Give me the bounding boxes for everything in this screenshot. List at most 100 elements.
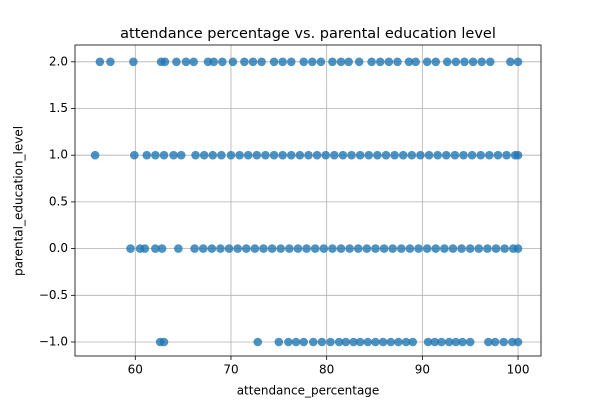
point xyxy=(198,244,208,253)
point xyxy=(485,57,495,67)
point xyxy=(393,57,402,67)
point xyxy=(261,150,270,160)
point xyxy=(416,150,425,160)
point xyxy=(278,57,287,67)
point xyxy=(299,57,308,67)
point xyxy=(345,244,354,253)
point xyxy=(241,244,251,253)
point xyxy=(422,57,432,67)
point xyxy=(302,244,311,253)
point xyxy=(500,244,509,253)
point xyxy=(476,150,486,160)
point xyxy=(458,337,467,347)
point xyxy=(367,57,376,67)
point xyxy=(190,244,199,253)
point xyxy=(408,337,418,347)
x-tick-label: 100 xyxy=(507,363,530,377)
point xyxy=(502,150,511,160)
point xyxy=(235,150,244,160)
point xyxy=(442,57,452,67)
x-axis-label: attendance_percentage xyxy=(237,384,380,398)
point xyxy=(440,244,449,253)
point xyxy=(176,150,186,160)
x-tick-label: 70 xyxy=(223,363,238,377)
point xyxy=(106,57,115,67)
point xyxy=(349,337,358,347)
point xyxy=(444,337,454,347)
y-tick-label: 1.0 xyxy=(49,148,68,162)
point xyxy=(248,57,258,67)
point xyxy=(269,57,279,67)
point xyxy=(378,337,388,347)
point xyxy=(142,150,152,160)
point xyxy=(284,337,293,347)
y-tick-label: 1.5 xyxy=(49,101,68,115)
point xyxy=(250,244,260,253)
point xyxy=(465,244,475,253)
point xyxy=(336,244,346,253)
point xyxy=(354,57,364,67)
point xyxy=(286,150,296,160)
point xyxy=(274,337,284,347)
point xyxy=(328,57,337,67)
point xyxy=(468,57,478,67)
point xyxy=(278,150,287,160)
point xyxy=(384,57,394,67)
point xyxy=(341,337,351,347)
point xyxy=(448,244,458,253)
point xyxy=(316,57,326,67)
point xyxy=(465,337,475,347)
point xyxy=(390,150,399,160)
point xyxy=(172,57,181,67)
y-tick-label: −1.0 xyxy=(39,334,68,348)
point xyxy=(474,244,484,253)
point xyxy=(299,337,308,347)
plot-frame xyxy=(74,44,542,357)
point xyxy=(363,337,373,347)
point xyxy=(151,244,160,253)
point xyxy=(336,57,346,67)
point xyxy=(355,337,365,347)
point xyxy=(398,150,408,160)
point xyxy=(405,244,415,253)
point xyxy=(269,150,279,160)
point xyxy=(422,244,432,253)
point xyxy=(276,244,286,253)
x-tick-label: 60 xyxy=(128,363,143,377)
point xyxy=(321,150,331,160)
point xyxy=(199,150,209,160)
point xyxy=(396,244,406,253)
point xyxy=(423,337,433,347)
point xyxy=(490,337,500,347)
point xyxy=(328,244,337,253)
point xyxy=(285,244,294,253)
point xyxy=(371,244,380,253)
point xyxy=(228,57,238,67)
point xyxy=(253,337,263,347)
point xyxy=(209,57,219,67)
point xyxy=(491,244,501,253)
point xyxy=(460,57,469,67)
point xyxy=(404,57,414,67)
point xyxy=(189,57,198,67)
point xyxy=(207,244,217,253)
point xyxy=(373,150,382,160)
x-tick-label: 80 xyxy=(319,363,334,377)
point xyxy=(310,244,320,253)
point xyxy=(506,57,515,67)
point xyxy=(151,150,160,160)
point xyxy=(312,150,322,160)
point xyxy=(317,337,327,347)
point xyxy=(295,150,305,160)
point xyxy=(159,150,169,160)
point xyxy=(267,244,277,253)
point xyxy=(411,57,420,67)
x-tick-label: 90 xyxy=(415,363,430,377)
y-tick-label: −0.5 xyxy=(39,288,68,302)
point xyxy=(330,150,339,160)
point xyxy=(140,244,150,253)
point xyxy=(431,244,441,253)
y-axis-label: parental_education_level xyxy=(12,126,26,276)
